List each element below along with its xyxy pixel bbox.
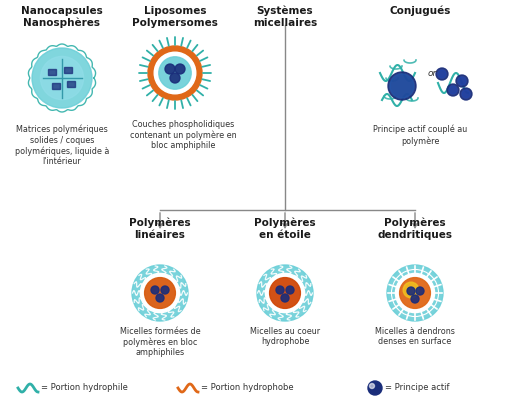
- Circle shape: [403, 282, 419, 298]
- Circle shape: [436, 68, 448, 80]
- Circle shape: [388, 72, 416, 100]
- Circle shape: [456, 75, 468, 87]
- Text: Conjugués: Conjugués: [390, 6, 450, 16]
- Circle shape: [140, 274, 180, 313]
- Text: = Portion hydrophile: = Portion hydrophile: [41, 384, 128, 392]
- Circle shape: [151, 286, 159, 294]
- Text: Polymères
linéaires: Polymères linéaires: [129, 218, 191, 240]
- Circle shape: [148, 46, 202, 100]
- Circle shape: [175, 64, 185, 74]
- Text: = Portion hydrophobe: = Portion hydrophobe: [201, 384, 293, 392]
- Circle shape: [438, 70, 446, 78]
- Circle shape: [170, 73, 180, 83]
- Circle shape: [276, 286, 284, 294]
- Circle shape: [395, 274, 435, 313]
- Circle shape: [400, 278, 430, 308]
- Text: Micelles à dendrons
denses en surface: Micelles à dendrons denses en surface: [375, 327, 455, 346]
- Circle shape: [132, 265, 188, 321]
- Text: Matrices polymériques
solides / coques
polymériques, liquide à
l'intérieur: Matrices polymériques solides / coques p…: [15, 125, 109, 166]
- Circle shape: [40, 56, 83, 100]
- Text: or: or: [427, 68, 437, 78]
- Circle shape: [266, 274, 304, 313]
- Text: Polymères
dendritiques: Polymères dendritiques: [377, 218, 453, 240]
- Text: Polymères
en étoile: Polymères en étoile: [254, 218, 316, 240]
- Circle shape: [32, 48, 92, 108]
- Circle shape: [156, 294, 164, 302]
- Circle shape: [460, 88, 472, 100]
- Text: = Principe actif: = Principe actif: [385, 384, 449, 392]
- Text: Micelles au coeur
hydrophobe: Micelles au coeur hydrophobe: [250, 327, 320, 346]
- Circle shape: [165, 64, 175, 74]
- Text: Principe actif couplé au
polymère: Principe actif couplé au polymère: [373, 125, 467, 146]
- Circle shape: [161, 286, 169, 294]
- Bar: [48, 69, 56, 75]
- Circle shape: [270, 278, 300, 308]
- Circle shape: [159, 57, 191, 89]
- Circle shape: [387, 265, 443, 321]
- Bar: [67, 81, 75, 87]
- Circle shape: [390, 74, 414, 98]
- Circle shape: [407, 287, 415, 295]
- Text: Couches phospholidiques
contenant un polymère en
bloc amphiphile: Couches phospholidiques contenant un pol…: [130, 120, 236, 150]
- Bar: [64, 67, 72, 73]
- Circle shape: [416, 287, 424, 295]
- Circle shape: [144, 278, 175, 308]
- Circle shape: [257, 265, 313, 321]
- Circle shape: [281, 294, 289, 302]
- Circle shape: [368, 381, 382, 395]
- Circle shape: [458, 77, 466, 85]
- Circle shape: [370, 384, 374, 388]
- Circle shape: [286, 286, 294, 294]
- Circle shape: [462, 90, 470, 98]
- Text: Systèmes
micellaires: Systèmes micellaires: [253, 6, 317, 28]
- Bar: [52, 83, 60, 89]
- Circle shape: [411, 295, 419, 303]
- Circle shape: [449, 86, 457, 94]
- Text: Liposomes
Polymersomes: Liposomes Polymersomes: [132, 6, 218, 28]
- Text: Nanocapsules
Nanosphères: Nanocapsules Nanosphères: [21, 6, 103, 28]
- Circle shape: [447, 84, 459, 96]
- Text: Micelles formées de
polymères en bloc
amphiphiles: Micelles formées de polymères en bloc am…: [120, 327, 201, 358]
- Circle shape: [154, 52, 196, 94]
